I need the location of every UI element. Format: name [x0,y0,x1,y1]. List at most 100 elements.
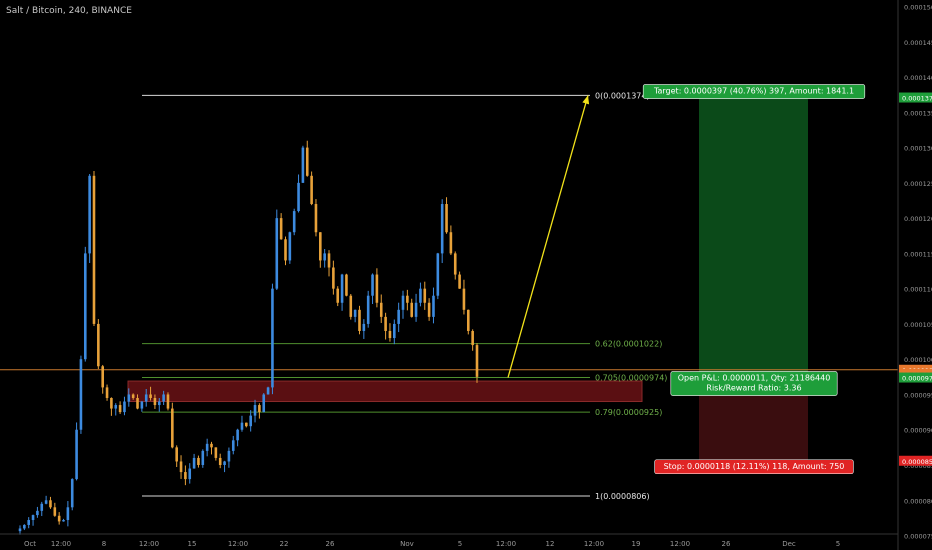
candle-body [101,366,104,388]
candle-body [471,330,474,346]
price-tick-label: 0.0000800 [904,497,932,505]
projection-arrow[interactable] [507,95,589,378]
candle-body [127,394,131,402]
candle-body [423,288,427,303]
candle-body [332,267,335,289]
candle-body [188,468,192,480]
candle-body [240,422,244,430]
price-tick-label: 0.0001450 [904,39,932,47]
candle-body [266,387,270,395]
price-tag [899,455,932,466]
candle-body [184,472,187,480]
price-tick-label: 0.0001050 [904,321,932,329]
candle-body [319,232,322,261]
candle-body [75,429,78,480]
candle-body [197,457,200,465]
time-tick-label: 12:00 [584,540,604,548]
candle-body [349,295,353,317]
candle-body [414,302,418,317]
time-tick-label: 8 [102,540,106,548]
candle-body [301,147,305,183]
price-tick-label: 0.0001500 [904,4,932,12]
candle-body [419,288,422,303]
fib-level-label: 0.79(0.0000925) [595,408,662,417]
candle-body [384,316,387,331]
target-label[interactable] [642,84,866,99]
candle-body [393,323,396,339]
time-tick-label: Nov [400,540,414,548]
candle-body [166,394,170,409]
candle-body [70,479,74,508]
candle-body [297,182,300,212]
price-tick-label: 0.0001100 [904,286,932,294]
price-tick-label: 0.0001200 [904,215,932,223]
time-tick-label: Dec [782,540,796,548]
candle-body [327,253,331,268]
candle-body [366,295,370,324]
time-tick-label: 26 [326,540,335,548]
candle-body [97,323,100,367]
candle-body [310,175,313,205]
time-tick-label: Oct [24,540,36,548]
candle-body [79,359,83,430]
candle-body [353,309,357,317]
fib-level-label: 0.62(0.0001022) [595,340,662,349]
candle-body [162,394,165,402]
time-tick-label: 5 [836,540,840,548]
time-tick-label: 12:00 [496,540,516,548]
candle-body [279,218,283,240]
candle-body [445,204,448,233]
candle-body [397,309,400,324]
candle-body [83,253,87,360]
candle-body [406,295,409,303]
candle-body [123,401,126,413]
drawings-layer: Target: 0.0000397 (40.76%) 397, Amount: … [507,84,866,475]
candle-body [379,302,383,317]
candle-body [336,288,340,303]
candle-body [253,405,257,416]
candle-body [466,309,470,331]
candle-body [345,274,348,296]
candle-body [88,175,91,254]
candle-body [314,204,318,233]
candle-body [453,253,457,275]
background-layer: 0(0.0001374) 0.62(0.0001022) 0.705(0.00009… [0,91,898,501]
candle-body [44,500,48,504]
time-tick-label: 15 [188,540,197,548]
candle-body [36,510,39,516]
candle-body [305,147,309,176]
candle-body [23,524,26,529]
target-zone[interactable] [699,97,808,378]
price-tick-label: 0.0001000 [904,356,932,364]
candle-body [110,397,113,409]
candle-body [440,204,444,254]
chart-title: Salt / Bitcoin, 240, BINANCE [6,6,132,16]
fib-level-label: 0.705(0.0000974) [595,374,667,383]
candle-body [201,450,205,465]
candle-body [62,520,65,522]
candle-body [118,405,122,413]
candle-body [458,274,461,289]
candle-body [236,429,239,441]
candle-body [231,440,235,451]
price-tick-label: 0.0000950 [904,391,932,399]
candle-body [210,443,213,448]
target-label-text: Target: 0.0000397 (40.76%) 397, Amount: … [653,87,854,96]
candle-body [31,515,35,521]
candle-body [288,232,292,261]
time-tick-label: 12:00 [228,540,248,548]
time-tick-label: 19 [632,540,641,548]
candle-body [432,295,435,317]
candle-body [271,288,274,388]
price-tag-label: 0.0001371 [902,95,932,103]
stop-label[interactable] [654,459,854,475]
candle-body [245,422,248,427]
time-axis: Oct 12:00 8 12:00 15 12:00 22 26 Nov 5 12:00 12 12:0… [0,533,898,548]
time-tick-label: 26 [722,540,731,548]
candle-body [227,450,231,462]
open-pnl-label-text: Risk/Reward Ratio: 3.36 [706,384,801,393]
open-pnl-label[interactable] [670,371,838,396]
candle-body [449,232,453,254]
demand-zone[interactable] [127,380,643,403]
